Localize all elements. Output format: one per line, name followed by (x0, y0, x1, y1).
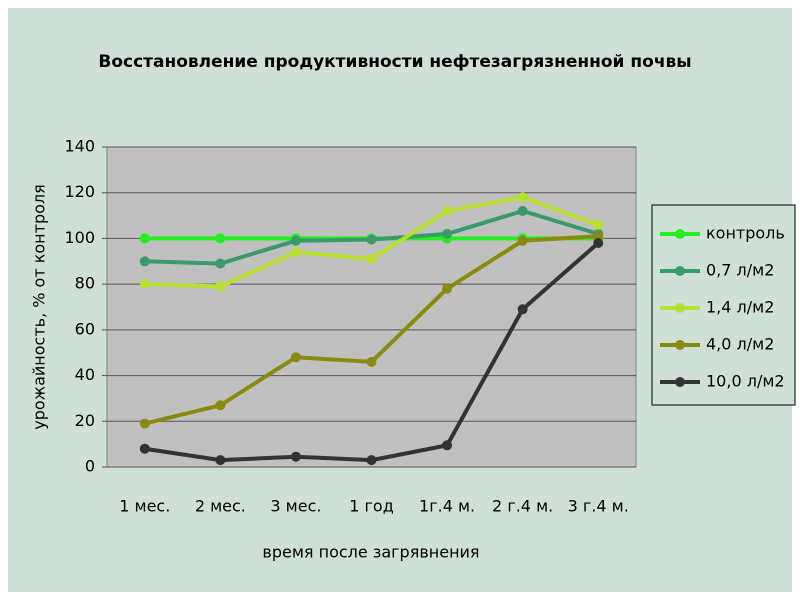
y-tick-label: 120 (64, 182, 95, 201)
data-point (290, 352, 301, 363)
data-point (366, 254, 377, 264)
legend-marker (675, 377, 685, 387)
data-point (517, 304, 528, 315)
data-point (139, 279, 150, 290)
data-point (593, 231, 604, 242)
y-tick-label: 20 (75, 411, 95, 430)
data-point (366, 356, 377, 367)
x-tick-label: 1 год (349, 497, 394, 516)
data-point (215, 455, 226, 466)
data-point (290, 235, 301, 246)
data-point (593, 219, 604, 230)
data-point (215, 233, 226, 244)
data-point (139, 233, 150, 244)
y-tick-label: 60 (75, 319, 95, 338)
data-point (290, 247, 301, 258)
legend-label: 10,0 л/м2 (706, 372, 785, 391)
y-tick-label: 40 (75, 365, 95, 384)
y-tick-label: 140 (64, 137, 95, 156)
data-point (215, 281, 226, 292)
data-point (366, 234, 377, 245)
legend (651, 204, 796, 406)
data-point (215, 400, 226, 411)
data-point (139, 256, 150, 267)
legend-marker (675, 340, 685, 350)
plot-area (106, 146, 637, 468)
legend-label: контроль (706, 224, 785, 243)
x-axis-label: время после загрявнения (262, 543, 479, 562)
data-point (139, 418, 150, 429)
legend-marker (675, 229, 685, 239)
legend-label: 4,0 л/м2 (706, 335, 774, 354)
chart-title: Восстановление продуктивности нефтезагря… (98, 52, 691, 72)
y-tick-label: 100 (64, 228, 95, 247)
x-tick-label: 2 г.4 м. (492, 497, 553, 516)
data-point (517, 235, 528, 246)
y-tick-label: 80 (75, 274, 95, 293)
data-point (442, 228, 453, 239)
y-axis-label: урожайность, % от контроля (30, 184, 49, 430)
x-tick-label: 2 мес. (195, 497, 246, 516)
data-point (593, 238, 604, 248)
x-tick-label: 3 мес. (270, 497, 321, 516)
y-tick-label: 0 (85, 457, 95, 476)
x-tick-label: 1 мес. (119, 497, 170, 516)
data-point (139, 443, 150, 454)
x-tick-label: 1г.4 м. (419, 497, 475, 516)
data-point (442, 206, 453, 216)
data-point (215, 258, 226, 269)
data-point (442, 283, 453, 294)
legend-marker (675, 266, 685, 276)
x-tick-label: 3 г.4 м. (568, 497, 629, 516)
data-point (517, 192, 528, 203)
data-point (366, 455, 377, 466)
data-point (517, 206, 528, 216)
data-point (290, 451, 301, 462)
data-point (442, 440, 453, 451)
legend-marker (675, 303, 685, 313)
legend-label: 1,4 л/м2 (706, 298, 774, 317)
legend-label: 0,7 л/м2 (706, 261, 774, 280)
